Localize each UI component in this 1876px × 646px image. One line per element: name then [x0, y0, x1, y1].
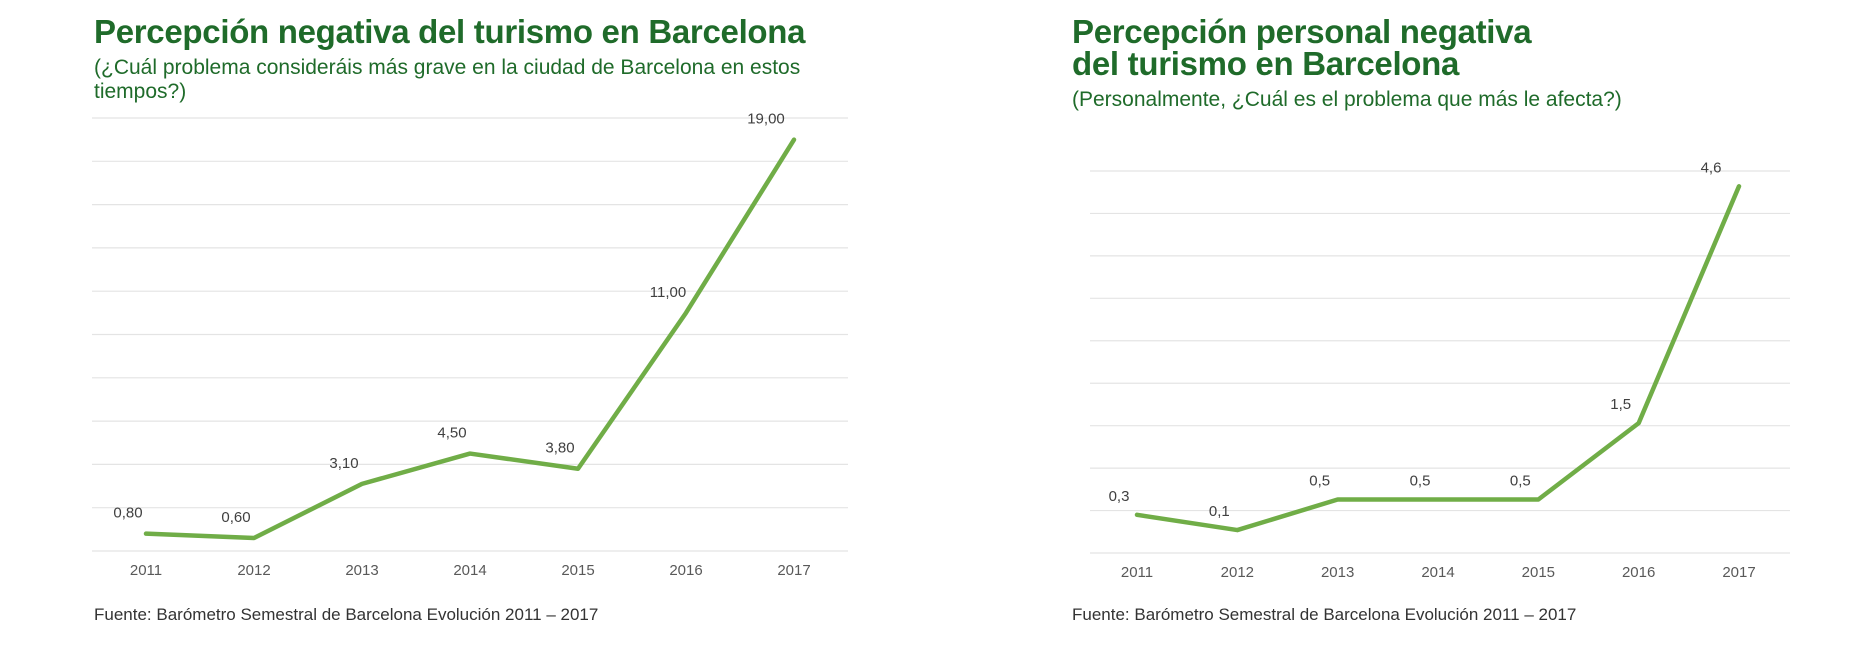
chart-subtitle: (¿Cuál problema consideráis más grave en…: [94, 56, 801, 103]
data-label: 0,5: [1410, 473, 1431, 490]
chart-title-line-1: Percepción personal negativa: [1072, 13, 1532, 50]
gridlines: [1090, 170, 1790, 554]
chart-source: Fuente: Barómetro Semestral de Barcelona…: [1072, 605, 1577, 624]
x-tick-label: 2012: [237, 562, 270, 579]
chart-title-line-2: del turismo en Barcelona: [1072, 45, 1460, 82]
data-label: 3,10: [329, 455, 358, 472]
x-tick-label: 2016: [1622, 564, 1655, 581]
chart-title: Percepción negativa del turismo en Barce…: [94, 13, 806, 50]
data-label: 19,00: [747, 111, 785, 128]
data-label: 0,5: [1309, 473, 1330, 490]
data-label: 0,1: [1209, 503, 1230, 520]
x-tick-label: 2017: [777, 562, 810, 579]
x-tick-label: 2014: [1421, 564, 1454, 581]
chart-panel-left: Percepción negativa del turismo en Barce…: [0, 0, 900, 646]
x-tick-label: 2014: [453, 562, 486, 579]
data-label: 0,5: [1510, 473, 1531, 490]
chart-source: Fuente: Barómetro Semestral de Barcelona…: [94, 605, 599, 624]
data-label: 0,60: [221, 509, 250, 526]
chart-subtitle: (Personalmente, ¿Cuál es el problema que…: [1072, 88, 1622, 111]
data-label: 1,5: [1610, 396, 1631, 413]
x-tick-label: 2013: [1321, 564, 1354, 581]
x-tick-label: 2013: [345, 562, 378, 579]
x-tick-label: 2011: [1121, 564, 1153, 581]
line-chart: 2011 2012 2013 2014 2015 2016 2017 0,80 0,60 3,10…: [92, 111, 848, 579]
gridlines: [92, 117, 848, 552]
data-label: 11,00: [650, 284, 686, 301]
data-label: 0,80: [113, 505, 142, 522]
data-label: 0,3: [1109, 488, 1130, 505]
x-tick-label: 2016: [669, 562, 702, 579]
series-line: [1134, 184, 1742, 533]
chart-panel-right: Percepción personal negativa del turismo…: [1000, 0, 1876, 646]
line-chart: 2011 2012 2013 2014 2015 2016 2017 0,3 0,1 0,5 0,5…: [1090, 159, 1790, 581]
data-label: 3,80: [545, 440, 574, 457]
x-tick-label: 2012: [1221, 564, 1254, 581]
data-label: 4,50: [437, 425, 466, 442]
x-tick-label: 2011: [130, 562, 162, 579]
chart-title: Percepción personal negativa del turismo…: [1072, 13, 1572, 82]
data-label: 4,6: [1701, 159, 1722, 176]
series-line: [143, 137, 797, 541]
x-tick-label: 2015: [1522, 564, 1555, 581]
x-tick-label: 2017: [1722, 564, 1755, 581]
x-tick-label: 2015: [561, 562, 594, 579]
